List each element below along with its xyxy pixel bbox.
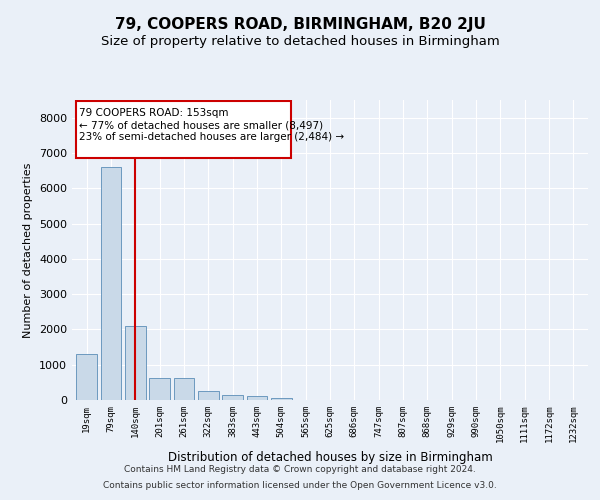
Y-axis label: Number of detached properties: Number of detached properties <box>23 162 34 338</box>
Bar <box>125 326 146 400</box>
Bar <box>271 398 292 400</box>
Text: 79, COOPERS ROAD, BIRMINGHAM, B20 2JU: 79, COOPERS ROAD, BIRMINGHAM, B20 2JU <box>115 18 485 32</box>
Text: 23% of semi-detached houses are larger (2,484) →: 23% of semi-detached houses are larger (… <box>79 132 344 142</box>
Bar <box>222 396 243 400</box>
Text: ← 77% of detached houses are smaller (8,497): ← 77% of detached houses are smaller (8,… <box>79 120 323 130</box>
Text: 79 COOPERS ROAD: 153sqm: 79 COOPERS ROAD: 153sqm <box>79 108 229 118</box>
Bar <box>247 396 268 400</box>
Text: Size of property relative to detached houses in Birmingham: Size of property relative to detached ho… <box>101 35 499 48</box>
Text: Contains public sector information licensed under the Open Government Licence v3: Contains public sector information licen… <box>103 481 497 490</box>
Bar <box>76 100 291 158</box>
X-axis label: Distribution of detached houses by size in Birmingham: Distribution of detached houses by size … <box>167 451 493 464</box>
Text: Contains HM Land Registry data © Crown copyright and database right 2024.: Contains HM Land Registry data © Crown c… <box>124 465 476 474</box>
Bar <box>149 378 170 400</box>
Bar <box>101 167 121 400</box>
Bar <box>198 391 218 400</box>
Bar <box>76 354 97 400</box>
Bar <box>173 378 194 400</box>
